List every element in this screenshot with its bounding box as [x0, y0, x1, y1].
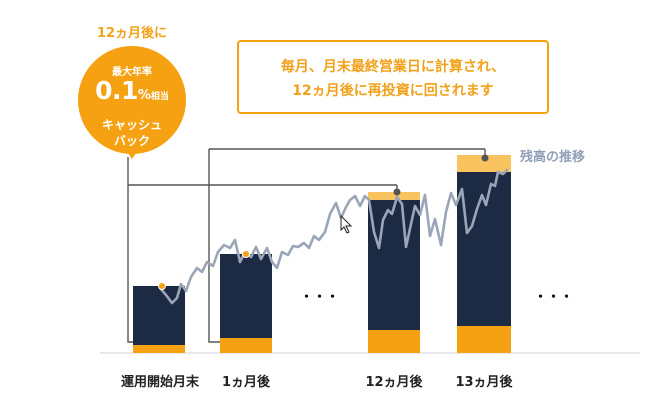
bar-start-cashback	[133, 345, 185, 353]
ellipsis-middle: ・・・	[300, 290, 339, 305]
bar-1m-balance	[220, 254, 272, 338]
bar-12m-reinvest	[368, 192, 420, 200]
xlabel-13m: 13ヵ月後	[455, 375, 513, 390]
marker-12m	[393, 188, 401, 196]
badge-max-annual: 最大年率	[112, 67, 152, 78]
badge-pointer	[126, 150, 138, 159]
cashback-badge: 最大年率 0.1%相当 キャッシュ バック	[78, 46, 186, 154]
bar-13m-reinvest	[457, 155, 511, 172]
xlabel-12m: 12ヵ月後	[365, 375, 423, 390]
bar-13m-balance	[457, 172, 511, 326]
balance-trend-label: 残高の推移	[520, 150, 586, 165]
marker-13m	[481, 154, 489, 162]
badge-equivalent: 相当	[150, 92, 169, 102]
reinvest-note-line2: 12ヵ月後に再投資に回されます	[292, 83, 494, 99]
bar-13m-cashback	[457, 326, 511, 353]
marker-1m	[242, 250, 250, 258]
ellipsis-right: ・・・	[534, 290, 573, 305]
cashback-caption: 12ヵ月後に	[96, 26, 168, 41]
xlabel-1m: 1ヵ月後	[221, 375, 271, 390]
xlabel-start: 運用開始月末	[120, 375, 199, 390]
mouse-cursor-icon	[340, 214, 353, 234]
badge-percent: %	[137, 88, 151, 103]
bar-12m-cashback	[368, 330, 420, 353]
reinvest-note: 毎月、月末最終営業日に計算され、 12ヵ月後に再投資に回されます	[237, 40, 549, 114]
badge-back-word: バック	[113, 134, 150, 148]
balance-trend-line	[158, 168, 509, 305]
badge-rate: 0.1	[95, 76, 138, 105]
badge-cashback-word: キャッシュ	[101, 118, 162, 132]
marker-start	[158, 282, 166, 290]
badge-rate-row: 0.1%相当	[78, 76, 186, 105]
bar-1m-cashback	[220, 338, 272, 353]
reinvest-note-line1: 毎月、月末最終営業日に計算され、	[280, 59, 506, 75]
